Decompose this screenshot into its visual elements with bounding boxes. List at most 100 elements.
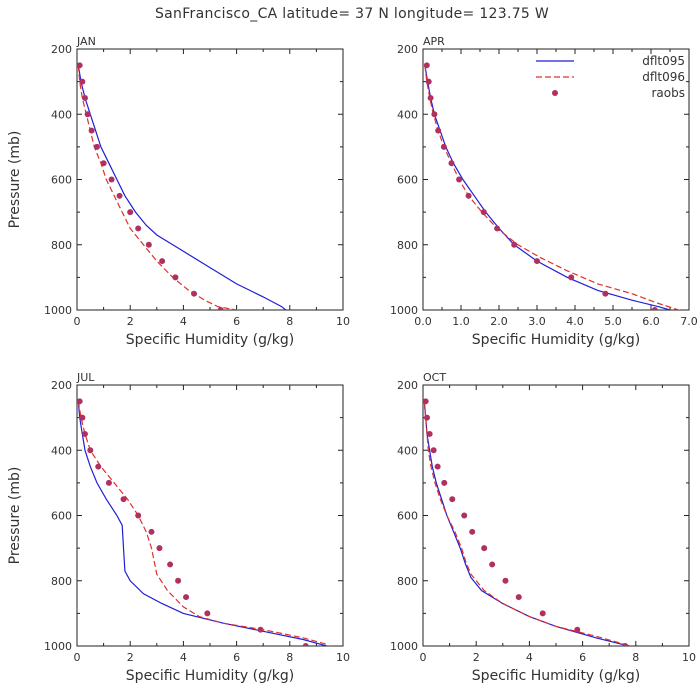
data-point	[534, 258, 540, 265]
y-tick-label: 1000	[390, 304, 418, 317]
panel-title: APR	[423, 35, 445, 48]
y-tick-label: 600	[397, 510, 418, 523]
data-point	[481, 545, 488, 552]
data-point	[568, 274, 575, 281]
data-point	[159, 258, 166, 265]
y-tick-label: 1000	[390, 640, 418, 653]
data-point	[469, 528, 476, 535]
series-raobs	[77, 398, 309, 646]
x-tick-label: 3.0	[528, 315, 546, 328]
x-tick-label: 0	[420, 651, 427, 664]
x-tick-label: 10	[336, 315, 350, 328]
data-point	[175, 577, 182, 584]
data-point	[191, 290, 198, 297]
x-tick-label: 4	[180, 651, 187, 664]
x-tick-label: 2	[127, 651, 134, 664]
data-point	[430, 447, 437, 454]
x-tick-label: 6.0	[642, 315, 660, 328]
y-tick-label: 200	[397, 43, 418, 56]
x-tick-label: 5.0	[604, 315, 622, 328]
series-line-dflt096	[424, 65, 681, 310]
panel-oct: 0 2 4 6 8 10 200 400 600 800 1000 OCT Specific Humid…	[390, 371, 696, 684]
data-point	[461, 512, 468, 519]
y-tick-label: 800	[51, 239, 72, 252]
data-point	[100, 160, 107, 167]
x-axis-label: Specific Humidity (g/kg)	[126, 668, 294, 684]
x-tick-label: 1.0	[452, 315, 470, 328]
x-tick-label: 8	[632, 651, 639, 664]
figure-title: SanFrancisco_CA latitude= 37 N longitude…	[155, 6, 549, 22]
legend: dflt095 dflt096 raobs	[536, 54, 685, 100]
panel-jan: 0 2 4 6 8 10 200 400 600 800 1000 JAN Specific Humid…	[7, 35, 350, 348]
data-point	[423, 398, 429, 405]
x-axis-label: Specific Humidity (g/kg)	[472, 332, 640, 348]
series-raobs	[423, 398, 629, 646]
plot-area	[423, 62, 681, 310]
legend-label: raobs	[652, 86, 686, 100]
y-tick-label: 200	[51, 379, 72, 392]
y-tick-label: 800	[397, 575, 418, 588]
y-tick-label: 400	[51, 108, 72, 121]
data-point	[127, 209, 134, 216]
y-tick-label: 400	[397, 108, 418, 121]
data-point	[435, 127, 442, 134]
x-tick-label: 0	[74, 651, 81, 664]
y-tick-label: 400	[397, 444, 418, 457]
x-tick-label: 0	[74, 315, 81, 328]
panel-title: OCT	[423, 371, 446, 384]
data-point	[426, 430, 433, 437]
panel-title: JUL	[76, 371, 95, 384]
data-point	[502, 577, 509, 584]
x-tick-label: 4	[180, 315, 187, 328]
legend-label: dflt095	[642, 54, 685, 68]
plot-area	[423, 398, 633, 646]
y-tick-label: 400	[51, 444, 72, 457]
series-line-dflt096	[77, 65, 242, 310]
series-line-dflt096	[423, 401, 631, 646]
x-tick-label: 2.0	[490, 315, 508, 328]
legend-marker	[552, 90, 558, 96]
data-point	[116, 192, 123, 199]
legend-entry-dflt095: dflt095	[536, 54, 685, 68]
data-point	[434, 463, 441, 470]
legend-label: dflt096	[642, 70, 685, 84]
data-point	[425, 78, 432, 85]
y-tick-label: 1000	[44, 304, 72, 317]
data-point	[77, 398, 83, 405]
series-line-dflt095	[77, 65, 287, 310]
panel-jul: 0 2 4 6 8 10 200 400 600 800 1000 JUL Specific Humid…	[7, 371, 350, 684]
data-point	[156, 545, 163, 552]
x-tick-label: 2	[127, 315, 134, 328]
data-point	[465, 192, 472, 199]
data-point	[204, 610, 211, 617]
data-point	[88, 127, 95, 134]
data-point	[79, 414, 86, 421]
y-tick-label: 600	[51, 510, 72, 523]
data-point	[441, 479, 448, 486]
y-axis-label: Pressure (mb)	[7, 467, 23, 565]
y-axis-label: Pressure (mb)	[7, 131, 23, 229]
data-point	[515, 594, 522, 601]
panel-title: JAN	[76, 35, 96, 48]
data-point	[167, 561, 174, 568]
data-point	[217, 307, 224, 310]
x-tick-label: 6	[233, 315, 240, 328]
y-tick-label: 600	[397, 174, 418, 187]
x-tick-label: 6	[233, 651, 240, 664]
x-tick-label: 4.0	[566, 315, 584, 328]
data-point	[135, 225, 142, 232]
x-tick-label: 10	[682, 651, 696, 664]
y-tick-label: 1000	[44, 640, 72, 653]
x-tick-label: 10	[336, 651, 350, 664]
series-line-dflt095	[424, 65, 671, 310]
data-point	[95, 463, 102, 470]
plot-area	[77, 398, 330, 646]
data-point	[511, 241, 518, 248]
x-tick-label: 4	[526, 651, 533, 664]
x-axis-label: Specific Humidity (g/kg)	[126, 332, 294, 348]
panel-apr: 0.0 1.0 2.0 3.0 4.0 5.0 6.0 7.0 200 400 600 800 1000…	[390, 35, 698, 348]
data-point	[302, 643, 309, 646]
y-tick-label: 600	[51, 174, 72, 187]
